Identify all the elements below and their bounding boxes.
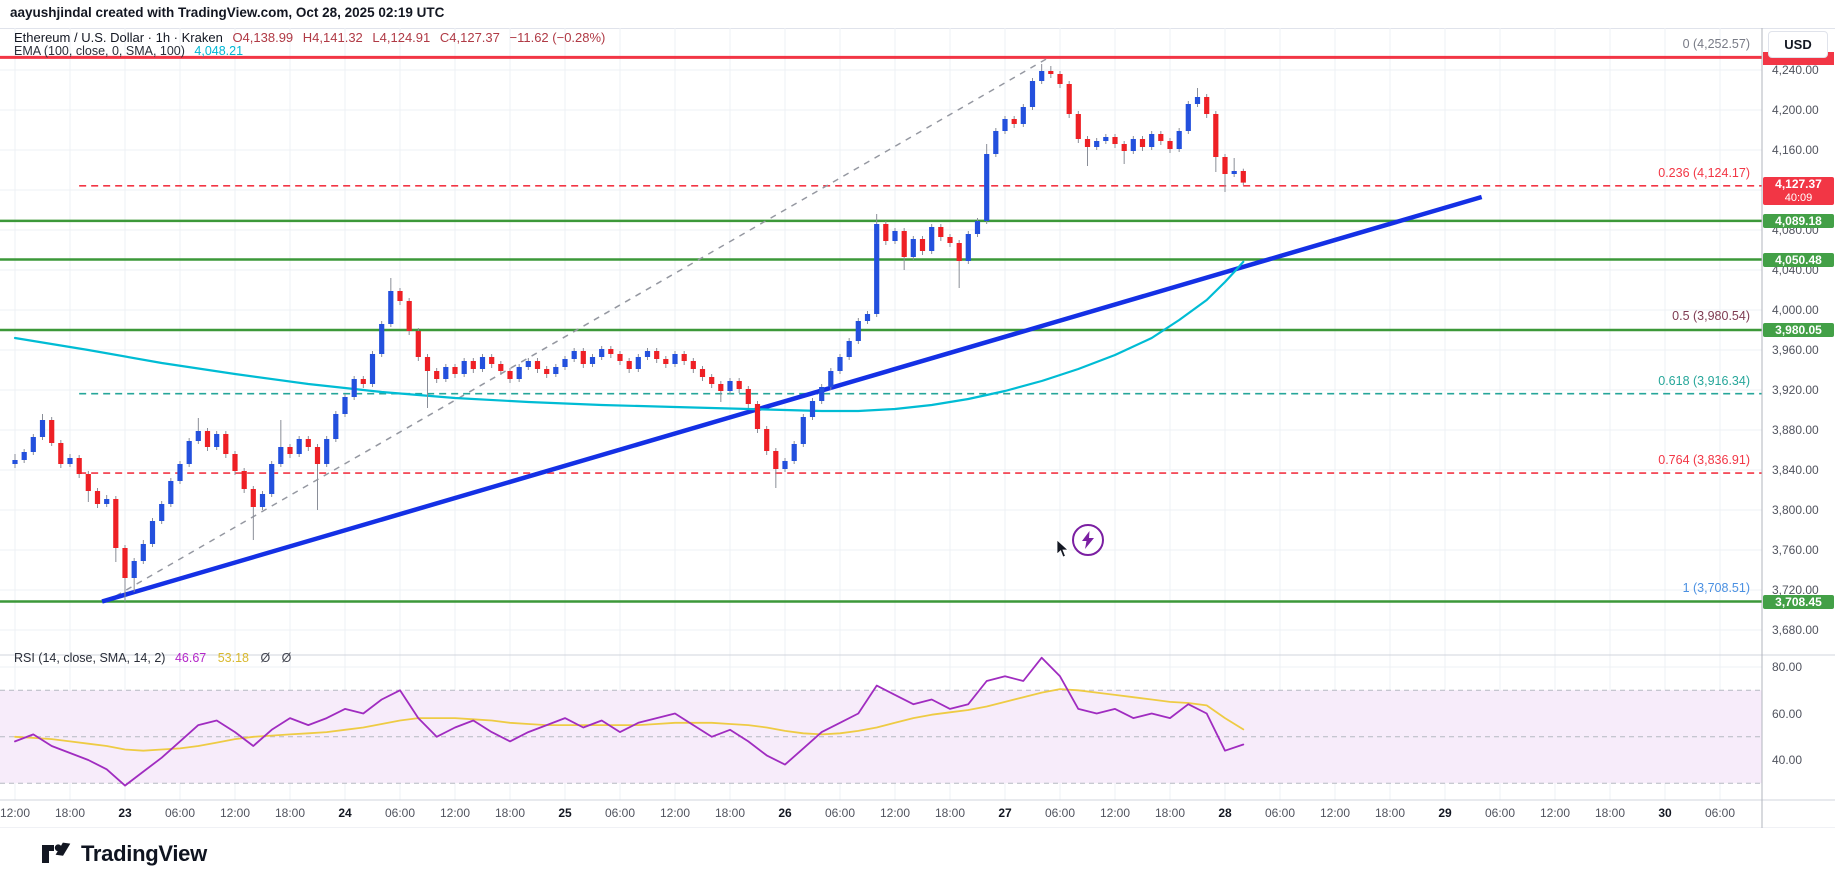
rsi-value: 46.67 xyxy=(174,651,207,665)
fib-level-label: 0.5 (3,980.54) xyxy=(1672,309,1750,324)
fib-level-label: 0.236 (4,124.17) xyxy=(1658,165,1750,180)
bar-countdown: 40:09 xyxy=(1784,191,1813,204)
time-axis-label: 12:00 xyxy=(0,806,31,820)
price-axis-tick: 3,920.00 xyxy=(1772,383,1819,397)
time-axis-label: 12:00 xyxy=(439,806,471,820)
open-value: O4,138.99 xyxy=(232,30,294,45)
time-axis-label: 12:00 xyxy=(219,806,251,820)
rsi-axis-tick: 40.00 xyxy=(1772,753,1803,767)
tradingview-logo-icon xyxy=(42,842,71,863)
lightning-icon xyxy=(1082,531,1094,549)
time-axis-label: 28 xyxy=(1218,806,1232,820)
time-axis-label: 12:00 xyxy=(659,806,691,820)
ema-legend-row[interactable]: EMA (100, close, 0, SMA, 100) 4,048.21 xyxy=(14,44,243,58)
price-tag-value: 3,708.45 xyxy=(1775,594,1822,609)
symbol-legend-row[interactable]: Ethereum / U.S. Dollar · 1h · Kraken O4,… xyxy=(14,30,605,45)
time-axis-label: 06:00 xyxy=(1484,806,1516,820)
chart-canvas[interactable] xyxy=(0,0,1835,828)
fib-level-label: 0.764 (3,836.91) xyxy=(1658,453,1750,468)
ema-label: EMA (100, close, 0, SMA, 100) xyxy=(14,44,185,58)
time-axis-label: 26 xyxy=(778,806,792,820)
price-axis-tick: 3,960.00 xyxy=(1772,343,1819,357)
close-value: C4,127.37 xyxy=(439,30,500,45)
fib-level-label: 1 (3,708.51) xyxy=(1682,581,1750,596)
time-axis-label: 18:00 xyxy=(54,806,86,820)
time-axis-label: 18:00 xyxy=(714,806,746,820)
time-axis-label: 06:00 xyxy=(1044,806,1076,820)
price-level-tag: 4,127.37 40:09 xyxy=(1763,176,1834,205)
time-axis-label: 30 xyxy=(1658,806,1672,820)
rsi-legend-row[interactable]: RSI (14, close, SMA, 14, 2) 46.67 53.18 … xyxy=(14,651,295,665)
time-axis-label: 23 xyxy=(118,806,132,820)
time-axis-label: 12:00 xyxy=(1319,806,1351,820)
price-axis-tick: 3,800.00 xyxy=(1772,503,1819,517)
low-value: L4,124.91 xyxy=(372,30,431,45)
price-axis-tick: 3,680.00 xyxy=(1772,623,1819,637)
topbar-divider xyxy=(0,28,1835,29)
price-axis-tick: 4,240.00 xyxy=(1772,63,1819,77)
time-axis-label: 06:00 xyxy=(824,806,856,820)
price-level-tag: 3,708.45 xyxy=(1763,594,1834,609)
time-axis-label: 24 xyxy=(338,806,352,820)
rsi-axis-tick: 60.00 xyxy=(1772,706,1803,721)
time-axis-label: 12:00 xyxy=(1539,806,1571,820)
price-axis-tick: 4,000.00 xyxy=(1772,303,1819,317)
time-axis-label: 25 xyxy=(558,806,572,820)
price-tag-value: 4,127.37 xyxy=(1775,176,1822,191)
price-axis-tick: 3,720.00 xyxy=(1772,583,1819,597)
symbol-title: Ethereum / U.S. Dollar · 1h · Kraken xyxy=(14,30,223,45)
time-axis-label: 12:00 xyxy=(1099,806,1131,820)
time-axis-label: 06:00 xyxy=(1264,806,1296,820)
price-level-tag: 4,089.18 xyxy=(1763,213,1834,228)
footer: TradingView xyxy=(0,828,1835,883)
tradingview-logo-text: TradingView xyxy=(81,841,207,866)
attribution-text: aayushjindal created with TradingView.co… xyxy=(10,5,445,20)
fib-level-label: 0 (4,252.57) xyxy=(1682,37,1750,52)
rsi-hidden-outputs: Ø Ø xyxy=(260,651,296,665)
price-axis-tick: 4,200.00 xyxy=(1772,103,1819,117)
currency-unit-button[interactable]: USD xyxy=(1768,31,1828,58)
price-axis-tick: 3,760.00 xyxy=(1772,543,1819,557)
time-axis-label: 18:00 xyxy=(1594,806,1626,820)
time-axis-label: 12:00 xyxy=(879,806,911,820)
price-tag-value: 4,089.18 xyxy=(1775,213,1822,228)
price-axis-tick: 3,840.00 xyxy=(1772,463,1819,477)
price-level-tag: 4,050.48 xyxy=(1763,252,1834,267)
time-axis-label: 18:00 xyxy=(1154,806,1186,820)
price-axis-tick: 3,880.00 xyxy=(1772,423,1819,437)
time-axis-label: 18:00 xyxy=(934,806,966,820)
time-axis-label: 06:00 xyxy=(164,806,196,820)
change-value: −11.62 (−0.28%) xyxy=(509,30,606,45)
price-tag-value: 4,050.48 xyxy=(1775,252,1822,267)
lightning-reaction-button[interactable] xyxy=(1072,524,1104,556)
time-axis-label: 18:00 xyxy=(494,806,526,820)
tradingview-logo[interactable]: TradingView xyxy=(42,840,207,868)
ema-value: 4,048.21 xyxy=(194,44,244,58)
time-axis-label: 18:00 xyxy=(274,806,306,820)
price-axis-tick: 4,160.00 xyxy=(1772,143,1819,157)
time-axis-label: 18:00 xyxy=(1374,806,1406,820)
rsi-axis-tick: 80.00 xyxy=(1772,660,1803,674)
high-value: H4,141.32 xyxy=(302,30,363,45)
time-axis-label: 06:00 xyxy=(604,806,636,820)
rsi-label: RSI (14, close, SMA, 14, 2) xyxy=(14,651,166,665)
time-axis-label: 27 xyxy=(998,806,1012,820)
attribution-bar: aayushjindal created with TradingView.co… xyxy=(0,0,1835,28)
rsi-ma-value: 53.18 xyxy=(217,651,249,665)
time-axis-label: 29 xyxy=(1438,806,1452,820)
mouse-cursor-icon xyxy=(1056,540,1070,558)
time-axis-label: 06:00 xyxy=(384,806,416,820)
price-tag-value: 3,980.05 xyxy=(1775,322,1822,337)
time-axis-label: 06:00 xyxy=(1704,806,1736,820)
fib-level-label: 0.618 (3,916.34) xyxy=(1658,373,1750,388)
price-level-tag: 3,980.05 xyxy=(1763,322,1834,337)
